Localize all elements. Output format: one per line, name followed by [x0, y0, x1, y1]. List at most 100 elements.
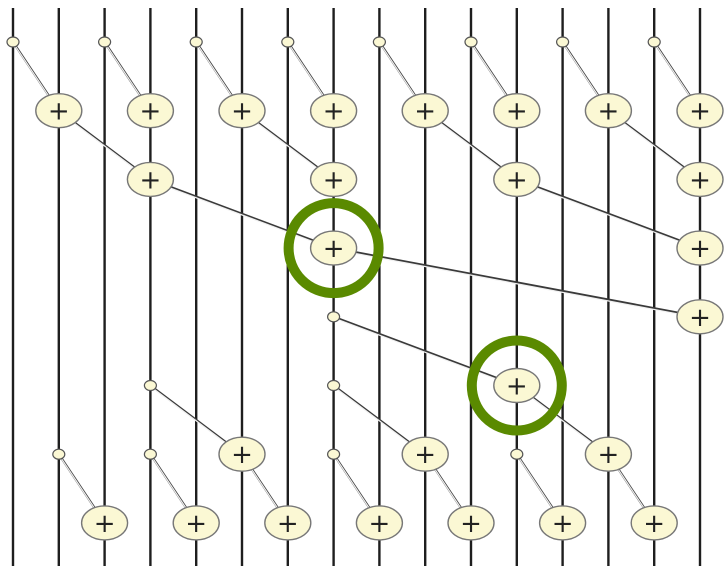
tap-dot [327, 448, 341, 460]
adder-node: + [401, 92, 449, 129]
adder-body [264, 505, 312, 541]
plus-sign: + [689, 165, 711, 195]
plus-sign: + [689, 234, 711, 264]
connector-highlight [334, 248, 701, 319]
adder-node: + [218, 92, 266, 129]
adder-body [309, 230, 358, 266]
plus-sign: + [323, 97, 345, 127]
plus-sign: + [94, 509, 116, 539]
adder-body [126, 161, 175, 198]
plus-sign: + [231, 440, 253, 470]
plus-sign: + [277, 509, 299, 539]
adder-node: + [355, 505, 404, 541]
adder-body [676, 230, 724, 266]
tap-dot [555, 36, 570, 48]
adder-body [172, 505, 220, 541]
tap-dot [510, 448, 524, 460]
adder-node: + [676, 92, 724, 129]
plus-sign: + [460, 509, 482, 539]
tap-dot [372, 36, 386, 48]
adder-body [493, 367, 541, 404]
plus-sign: + [140, 165, 162, 195]
tap-dot [327, 379, 341, 392]
tap-dot [327, 311, 341, 323]
plus-sign: + [414, 440, 436, 470]
plus-sign: + [48, 97, 70, 127]
adder-body [218, 92, 266, 129]
connector-highlight [150, 180, 335, 251]
adder-body [447, 505, 495, 541]
adder-body [126, 92, 175, 129]
tap-dot [6, 36, 20, 48]
plus-sign: + [689, 303, 711, 333]
adder-body [401, 436, 449, 472]
plus-sign: + [323, 165, 345, 195]
adder-body [676, 299, 724, 335]
adder-node: + [584, 436, 633, 472]
connector [333, 247, 701, 318]
adder-body [584, 436, 633, 472]
adder-node: + [676, 161, 724, 198]
adder-body [493, 161, 541, 198]
tap-dot [143, 448, 157, 460]
tap-dot [281, 36, 295, 48]
adder-node: + [584, 92, 633, 129]
adder-node: + [126, 92, 175, 129]
adder-node: + [401, 436, 449, 472]
adder-node: + [218, 436, 266, 472]
adder-body [80, 505, 129, 541]
plus-sign: + [689, 97, 711, 127]
plus-sign: + [323, 234, 345, 264]
plus-sign: + [506, 372, 528, 402]
connector-highlight [517, 180, 701, 251]
adder-node: + [493, 367, 541, 404]
adder-body [355, 505, 404, 541]
adder-body [538, 505, 587, 541]
tap-dot [647, 36, 661, 48]
adder-body [218, 436, 266, 472]
adder-body [676, 161, 724, 198]
plus-sign: + [231, 97, 253, 127]
tap-dot [189, 36, 203, 48]
highlight-ring [466, 335, 567, 436]
adder-body [676, 92, 724, 129]
connector-highlight [333, 317, 518, 388]
adder-node: + [493, 161, 541, 198]
adder-node: + [676, 230, 724, 266]
plus-sign: + [414, 97, 436, 127]
taps-layer [6, 36, 661, 460]
connector [333, 315, 518, 387]
tap-dot [143, 379, 157, 392]
plus-sign: + [552, 509, 574, 539]
adder-node: + [447, 505, 495, 541]
adder-body [584, 92, 633, 129]
adder-node: + [493, 92, 541, 129]
operators-layer: + + + + + + + + + + + + + + + + + + + + + + + + + + [35, 92, 724, 541]
highlight-layer [283, 198, 567, 436]
adder-node: + [676, 299, 724, 335]
adder-node: + [309, 92, 358, 129]
plus-sign: + [643, 509, 665, 539]
plus-sign: + [140, 97, 162, 127]
adder-node: + [172, 505, 220, 541]
adder-node: + [35, 92, 83, 129]
highlight-ring [283, 198, 384, 299]
connector [150, 178, 334, 250]
plus-sign: + [506, 97, 528, 127]
adder-node: + [309, 161, 358, 198]
adder-body [401, 92, 449, 129]
tap-dot [464, 36, 478, 48]
plus-sign: + [598, 97, 620, 127]
adder-body [493, 92, 541, 129]
plus-sign: + [598, 440, 620, 470]
adder-body [35, 92, 83, 129]
tap-dot [52, 448, 66, 460]
plus-sign: + [185, 509, 207, 539]
adder-node: + [80, 505, 129, 541]
adder-body [309, 161, 358, 198]
plus-sign: + [506, 165, 528, 195]
plus-sign: + [369, 509, 391, 539]
adder-node: + [264, 505, 312, 541]
adder-body [309, 92, 358, 129]
